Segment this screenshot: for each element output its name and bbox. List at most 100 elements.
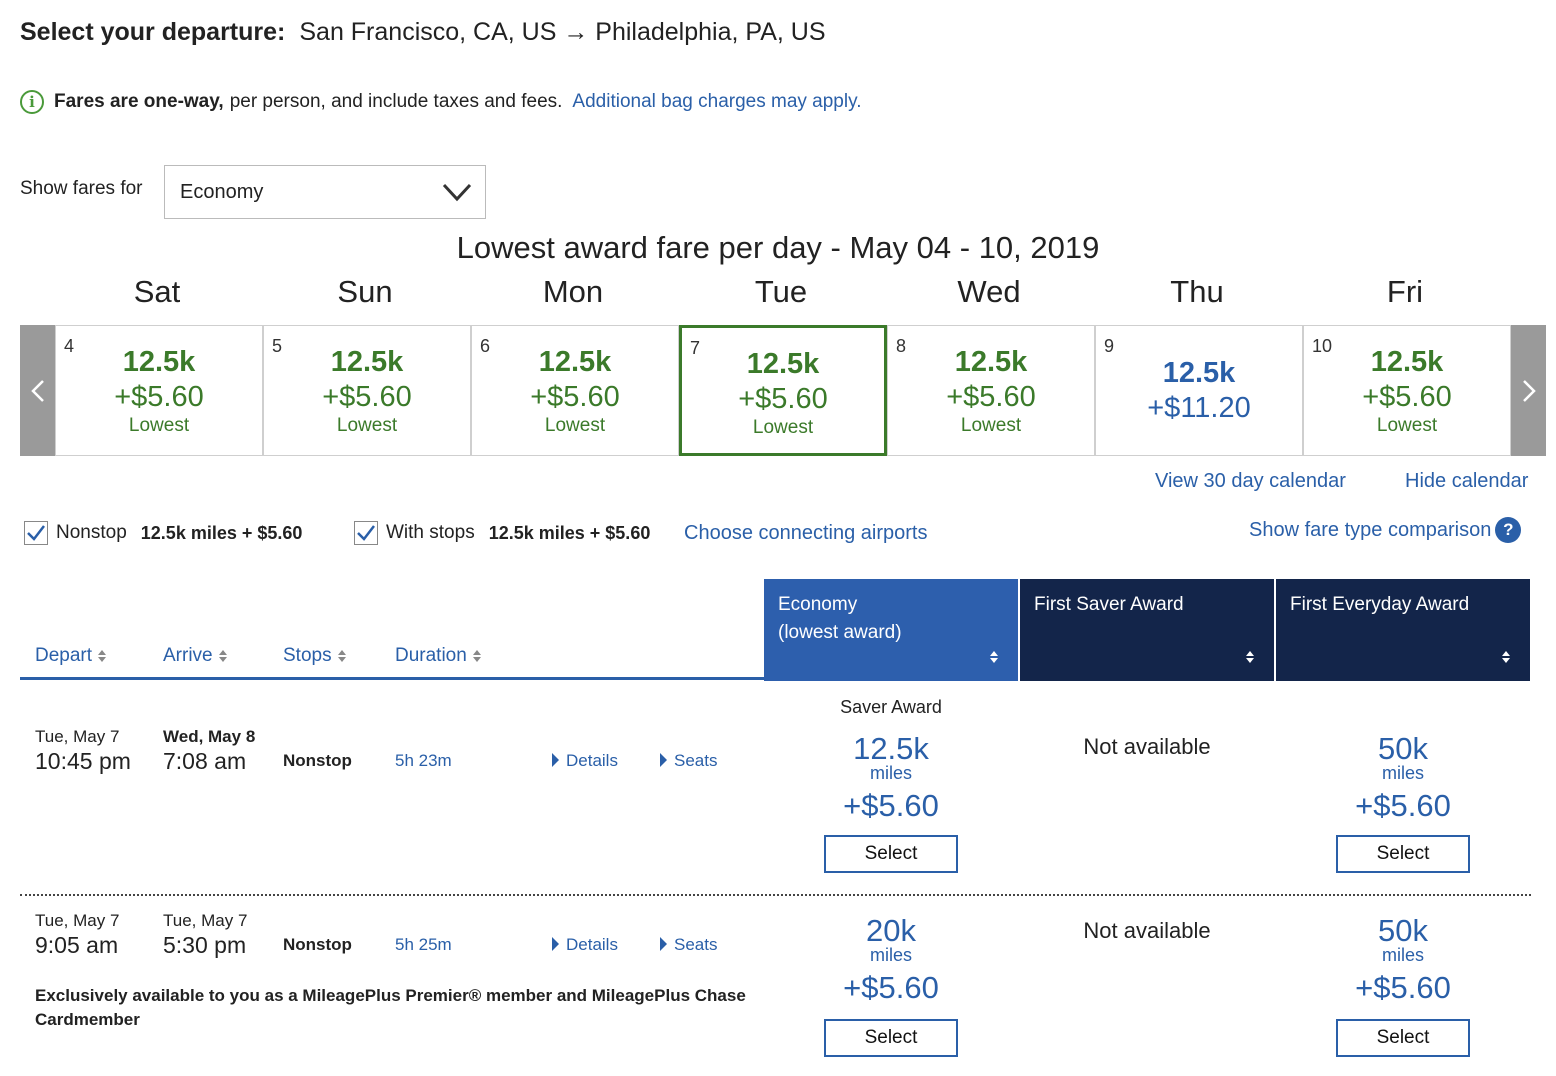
details-label: Details — [566, 751, 618, 770]
fare-miles: 12.5k — [853, 731, 929, 766]
caret-right-icon — [552, 753, 559, 767]
bag-charges-link[interactable]: Additional bag charges may apply. — [572, 91, 862, 112]
view-30-day-calendar-link[interactable]: View 30 day calendar — [1155, 470, 1346, 492]
hide-calendar-link[interactable]: Hide calendar — [1405, 470, 1529, 492]
cabin-select[interactable]: Economy — [164, 165, 486, 219]
first-saver-fare-header[interactable]: First Saver Award — [1020, 579, 1274, 681]
choose-connecting-airports-link[interactable]: Choose connecting airports — [684, 522, 928, 544]
calendar-day-cell[interactable]: 6 12.5k +$5.60 Lowest — [471, 325, 679, 456]
everyday-fare-cell: 50k miles +$5.60 — [1303, 913, 1503, 1006]
lowest-tag: Lowest — [128, 415, 190, 436]
day-miles: 12.5k — [122, 346, 196, 378]
sort-icon — [98, 650, 107, 662]
route-text: San Francisco, CA, US → Philadelphia, PA… — [299, 18, 826, 46]
sort-depart[interactable]: Depart — [35, 645, 107, 667]
calendar-day-cell[interactable]: 10 12.5k +$5.60 Lowest — [1303, 325, 1511, 456]
select-button[interactable]: Select — [1336, 835, 1470, 873]
seats-link[interactable]: Seats — [660, 935, 717, 955]
nonstop-filter[interactable]: Nonstop 12.5k miles + $5.60 — [24, 521, 302, 545]
day-price: +$5.60 — [946, 381, 1036, 413]
info-bold: Fares are one-way, — [54, 91, 224, 112]
premier-note: Exclusively available to you as a Mileag… — [35, 986, 746, 1029]
fare-price: +$5.60 — [1355, 970, 1451, 1005]
sort-icon — [990, 651, 998, 663]
caret-right-icon — [660, 753, 667, 767]
depart-time: 9:05 am — [35, 932, 119, 958]
duration-value: 5h 23m — [395, 751, 452, 770]
with-stops-filter[interactable]: With stops 12.5k miles + $5.60 — [354, 521, 650, 545]
nonstop-checkbox[interactable] — [24, 521, 48, 545]
everyday-fare-cell: 50k miles +$5.60 — [1303, 731, 1503, 824]
caret-right-icon — [660, 937, 667, 951]
fare-miles-unit: miles — [869, 945, 912, 965]
fare-price: +$5.60 — [1355, 788, 1451, 823]
help-icon[interactable]: ? — [1495, 517, 1522, 543]
details-link[interactable]: Details — [552, 935, 618, 955]
sort-stops[interactable]: Stops — [283, 645, 346, 667]
day-name: Mon — [542, 274, 604, 309]
calendar-day-cell[interactable]: 4 12.5k +$5.60 Lowest — [55, 325, 263, 456]
calendar-day-cell[interactable]: 5 12.5k +$5.60 Lowest — [263, 325, 471, 456]
stops-header: Stops — [283, 645, 332, 666]
with-stops-checkbox[interactable] — [354, 521, 378, 545]
fare-type-comparison[interactable]: Show fare type comparison ? — [1249, 517, 1522, 543]
day-name: Thu — [1170, 274, 1224, 309]
saver-award-label: Saver Award — [840, 697, 942, 717]
seats-label: Seats — [674, 751, 718, 770]
depart-date: Tue, May 7 — [35, 727, 120, 746]
seats-link[interactable]: Seats — [660, 751, 717, 771]
details-label: Details — [566, 935, 618, 954]
select-button[interactable]: Select — [824, 835, 958, 873]
show-fares-label: Show fares for — [20, 178, 143, 199]
arrive-time: 5:30 pm — [163, 932, 247, 958]
day-name: Sun — [337, 274, 393, 309]
day-price: +$5.60 — [1362, 381, 1452, 413]
with-stops-price: 12.5k miles + $5.60 — [488, 522, 651, 543]
stops-value: Nonstop — [283, 935, 352, 954]
with-stops-label: With stops — [386, 522, 475, 543]
depart-date: Tue, May 7 — [35, 911, 120, 930]
not-available-text: Not available — [1083, 918, 1211, 943]
depart-time: 10:45 pm — [35, 748, 131, 774]
select-button[interactable]: Select — [1336, 1019, 1470, 1057]
fare-type-comparison-link[interactable]: Show fare type comparison — [1249, 518, 1492, 541]
day-miles: 12.5k — [954, 346, 1028, 378]
details-link[interactable]: Details — [552, 751, 618, 771]
lowest-tag: Lowest — [960, 415, 1022, 436]
depart-header: Depart — [35, 645, 93, 666]
sort-arrive[interactable]: Arrive — [163, 645, 227, 667]
fare-miles-unit: miles — [1381, 763, 1424, 783]
fare-price: +$5.60 — [843, 788, 939, 823]
duration-value: 5h 25m — [395, 935, 452, 954]
not-available-text: Not available — [1083, 734, 1211, 759]
day-number: 7 — [690, 338, 701, 358]
lowest-tag: Lowest — [752, 417, 814, 438]
calendar-day-cell-selected[interactable]: 7 12.5k +$5.60 Lowest — [679, 325, 887, 456]
fare-col-title: First Saver Award — [1034, 594, 1184, 615]
chevron-left-icon — [31, 379, 44, 402]
day-number: 10 — [1312, 336, 1333, 356]
day-number: 5 — [272, 336, 283, 356]
sort-icon — [1502, 651, 1510, 663]
calendar-prev-button[interactable] — [20, 325, 56, 456]
select-button[interactable]: Select — [824, 1019, 958, 1057]
first-everyday-fare-header[interactable]: First Everyday Award — [1276, 579, 1530, 681]
day-price: +$5.60 — [738, 383, 828, 415]
fare-col-subtitle: (lowest award) — [778, 622, 902, 643]
info-icon: i — [20, 90, 44, 114]
calendar-title: Lowest award fare per day - May 04 - 10,… — [456, 230, 1100, 265]
day-miles: 12.5k — [1370, 346, 1444, 378]
day-price: +$5.60 — [322, 381, 412, 413]
day-number: 6 — [480, 336, 491, 356]
chevron-right-icon — [1522, 379, 1536, 402]
calendar-day-cell[interactable]: 8 12.5k +$5.60 Lowest — [887, 325, 1095, 456]
lowest-tag: Lowest — [1376, 415, 1438, 436]
calendar-day-cell[interactable]: 9 12.5k +$11.20 — [1095, 325, 1303, 456]
economy-fare-header[interactable]: Economy (lowest award) — [764, 579, 1018, 681]
arrive-date: Tue, May 7 — [163, 911, 248, 930]
day-name: Wed — [957, 274, 1021, 309]
calendar-next-button[interactable] — [1511, 325, 1546, 456]
info-text: per person, and include taxes and fees. — [229, 91, 563, 112]
sort-duration[interactable]: Duration — [395, 645, 481, 667]
fare-miles-unit: miles — [869, 763, 912, 783]
